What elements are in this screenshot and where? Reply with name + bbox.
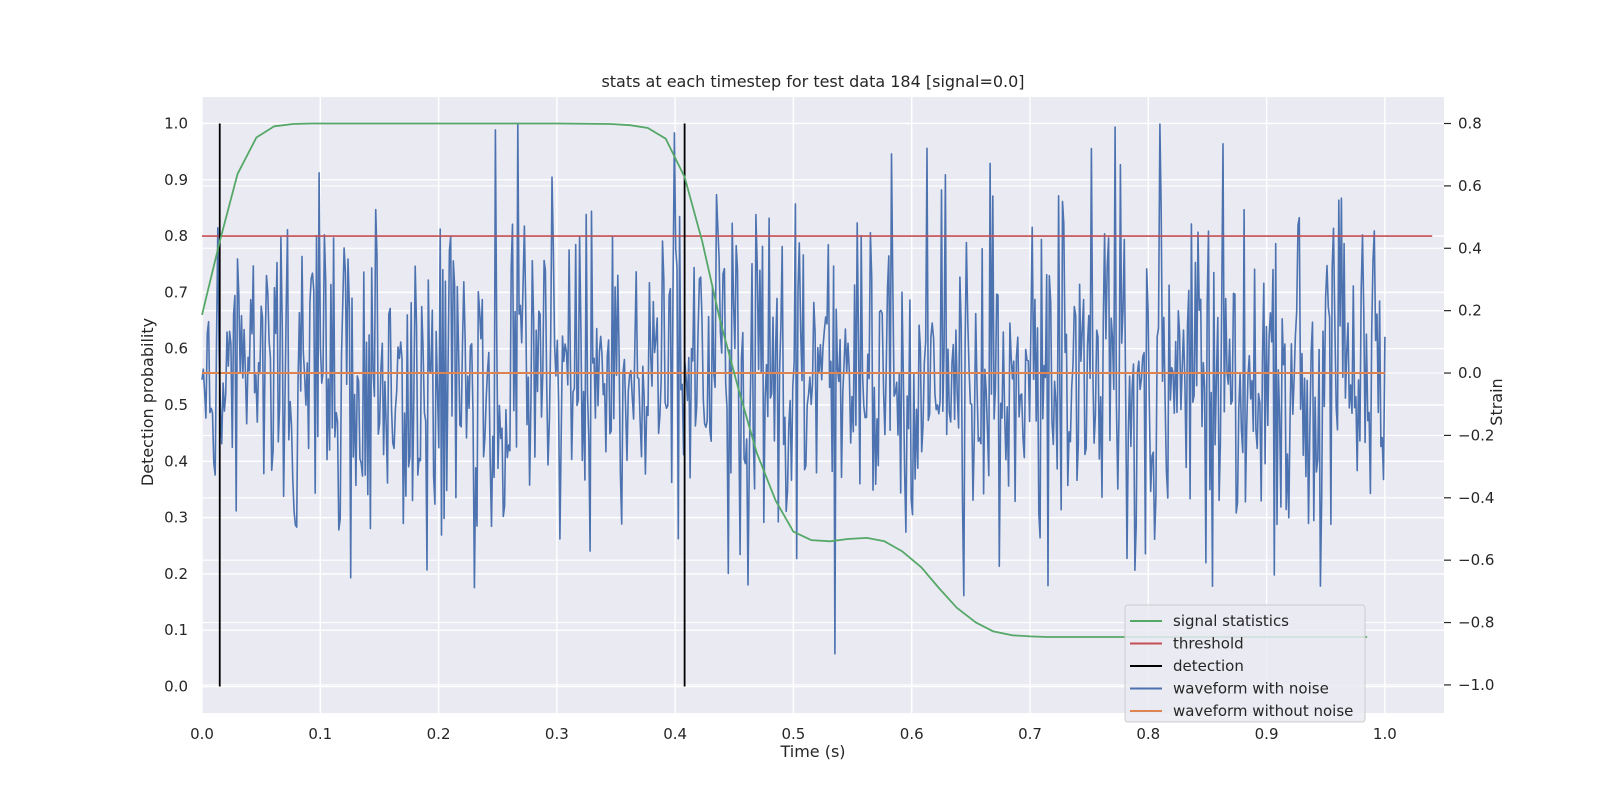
x-tick-label: 0.7 [1018, 725, 1042, 743]
legend-label: signal statistics [1173, 612, 1289, 630]
y2-tick-label: 0.0 [1458, 364, 1482, 382]
y-axis-label: Detection probability [138, 318, 157, 486]
chart-title: stats at each timestep for test data 184… [601, 72, 1024, 91]
x-axis-label: Time (s) [779, 742, 845, 761]
y-tick-label: 0.2 [164, 565, 188, 583]
series-waveform-with-noise [201, 122, 1386, 655]
x-tick-label: 0.3 [545, 725, 569, 743]
legend: signal statistics threshold detection wavef… [1124, 604, 1366, 723]
y-tick-label: 0.5 [164, 396, 188, 414]
y2-tick-label: −0.6 [1458, 551, 1494, 569]
y-tick-label: 0.0 [164, 678, 188, 696]
x-tick-label: 0.0 [190, 725, 214, 743]
y2-tick-label: 0.4 [1458, 239, 1482, 257]
y2-tick-label: 0.2 [1458, 302, 1482, 320]
legend-box [1124, 604, 1366, 723]
y2-tick-label: −0.2 [1458, 426, 1494, 444]
y2-axis-label: Strain [1487, 378, 1506, 425]
y2-tick-label: −1.0 [1458, 676, 1494, 694]
y-tick-label: 0.3 [164, 509, 188, 527]
y2-axis-ticks: −1.0 −0.8 −0.6 −0.4 −0.2 0.0 0.2 0.4 0.6 0.8 [1444, 115, 1494, 694]
y2-tick-label: −0.8 [1458, 614, 1494, 632]
y-tick-label: 0.1 [164, 621, 188, 639]
legend-label: waveform with noise [1173, 680, 1329, 698]
y-tick-label: 1.0 [164, 114, 188, 132]
y2-tick-label: −0.4 [1458, 489, 1494, 507]
series-layer [201, 122, 1433, 687]
y2-tick-label: 0.6 [1458, 177, 1482, 195]
y-tick-label: 0.8 [164, 227, 188, 245]
x-axis-ticks: 0.0 0.1 0.2 0.3 0.4 0.5 0.6 0.7 0.8 0.9 1.0 [190, 725, 1397, 743]
x-tick-label: 0.5 [781, 725, 805, 743]
legend-label: waveform without noise [1173, 702, 1353, 720]
x-tick-label: 0.8 [1136, 725, 1160, 743]
x-tick-label: 1.0 [1373, 725, 1397, 743]
y-axis-ticks: 0.0 0.1 0.2 0.3 0.4 0.5 0.6 0.7 0.8 0.9 1.0 [164, 114, 188, 695]
y-tick-label: 0.6 [164, 340, 188, 358]
x-tick-label: 0.6 [900, 725, 924, 743]
legend-label: threshold [1173, 635, 1244, 653]
y-tick-label: 0.7 [164, 283, 188, 301]
x-tick-label: 0.9 [1255, 725, 1279, 743]
legend-label: detection [1173, 657, 1244, 675]
x-tick-label: 0.1 [308, 725, 332, 743]
series-signal-statistics [201, 122, 1368, 638]
x-tick-label: 0.4 [663, 725, 687, 743]
x-tick-label: 0.2 [427, 725, 451, 743]
y2-tick-label: 0.8 [1458, 115, 1482, 133]
y-tick-label: 0.9 [164, 171, 188, 189]
y-tick-label: 0.4 [164, 452, 188, 470]
